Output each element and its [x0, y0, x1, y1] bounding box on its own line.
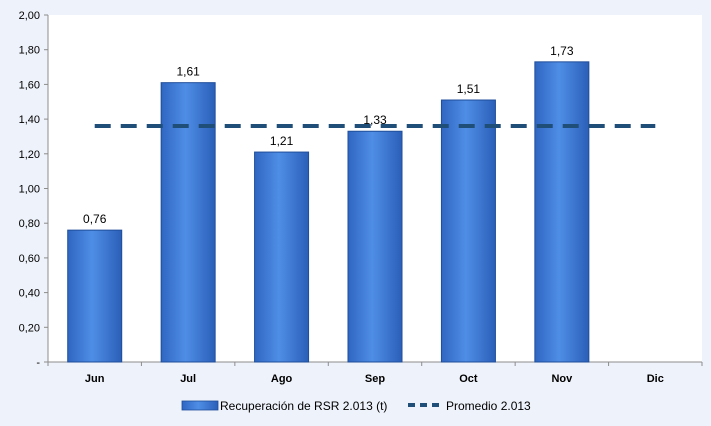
bar-series: [67, 61, 590, 363]
y-tick-label: 1,00: [19, 184, 40, 196]
x-axis-ticks: Jun Jul Ago Sep Oct Nov Dic: [47, 362, 703, 385]
bar: [534, 61, 590, 363]
bar-data-label: 1,61: [176, 65, 200, 79]
y-tick-label: 1,40: [19, 114, 40, 126]
bar: [440, 99, 496, 363]
y-axis-ticks: - 0,20 0,40 0,60 0,80 1,00 1,20 1,40 1,60 1,80 2,0…: [19, 10, 48, 369]
bar-data-label: 0,76: [83, 212, 107, 226]
y-tick-label: 0,60: [19, 253, 40, 265]
y-tick-label: 1,20: [19, 149, 40, 161]
legend-swatch-bar: [181, 400, 219, 411]
bar: [67, 229, 123, 363]
y-tick-label: 0,80: [19, 218, 40, 230]
legend: Recuperación de RSR 2.013 (t) Promedio 2…: [181, 399, 531, 413]
y-tick-label: 0,40: [19, 288, 40, 300]
y-tick-label: 0,20: [19, 322, 40, 334]
x-tick-label: Jun: [85, 373, 105, 385]
data-labels: 0,76 1,61 1,21 1,33 1,51 1,73: [83, 44, 574, 226]
bar-data-label: 1,51: [457, 82, 481, 96]
x-tick-label: Ago: [271, 373, 293, 385]
x-tick-label: Oct: [459, 373, 478, 385]
bar-data-label: 1,33: [363, 113, 387, 127]
bar-data-label: 1,21: [270, 134, 294, 148]
x-tick-label: Dic: [647, 373, 664, 385]
x-tick-label: Sep: [365, 373, 385, 385]
legend-label-bar: Recuperación de RSR 2.013 (t): [220, 399, 387, 413]
y-tick-label: 2,00: [19, 10, 40, 22]
bar: [254, 151, 310, 363]
x-tick-label: Jul: [180, 373, 196, 385]
x-tick-label: Nov: [551, 373, 573, 385]
legend-label-line: Promedio 2.013: [446, 399, 531, 413]
bar: [347, 130, 403, 363]
bar-data-label: 1,73: [550, 44, 574, 58]
y-tick-label: -: [36, 357, 40, 369]
y-tick-label: 1,80: [19, 45, 40, 57]
y-tick-label: 1,60: [19, 79, 40, 91]
bar: [160, 82, 216, 363]
